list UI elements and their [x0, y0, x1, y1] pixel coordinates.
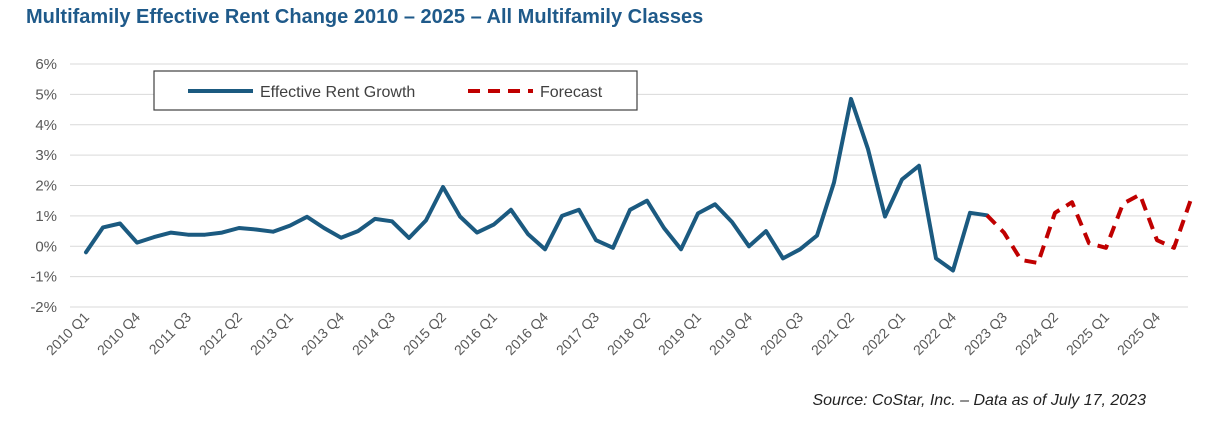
y-tick-label: 2%	[35, 178, 57, 195]
y-tick-label: -1%	[30, 269, 57, 286]
x-tick-label: 2010 Q1	[43, 309, 92, 358]
x-tick-label: 2019 Q4	[706, 309, 755, 358]
x-tick-label: 2023 Q3	[961, 309, 1010, 358]
x-tick-label: 2011 Q3	[146, 309, 195, 358]
y-tick-label: 5%	[35, 86, 57, 103]
x-tick-label: 2010 Q4	[94, 309, 143, 358]
y-tick-label: 0%	[35, 238, 57, 255]
y-tick-label: 3%	[35, 147, 57, 164]
series-line-forecast	[985, 192, 1193, 265]
x-tick-label: 2016 Q1	[451, 309, 500, 358]
x-tick-label: 2015 Q2	[400, 309, 449, 358]
x-tick-label: 2018 Q2	[604, 309, 653, 358]
x-axis-ticks: 2010 Q1 2010 Q4 2011 Q3 2012 Q2 2013 Q1 2013 …	[43, 309, 1163, 358]
x-tick-label: 2022 Q1	[859, 309, 908, 358]
x-tick-label: 2025 Q4	[1114, 309, 1163, 358]
x-tick-label: 2017 Q3	[553, 309, 602, 358]
series-lines	[84, 96, 1193, 273]
legend-label-effective-rent-growth: Effective Rent Growth	[260, 84, 415, 101]
x-tick-label: 2022 Q4	[910, 309, 959, 358]
legend: Effective Rent Growth Forecast	[153, 70, 638, 111]
x-tick-label: 2016 Q4	[502, 309, 551, 358]
x-tick-label: 2013 Q1	[247, 309, 296, 358]
y-tick-label: 6%	[35, 56, 57, 73]
legend-label-forecast: Forecast	[540, 84, 603, 101]
x-tick-label: 2019 Q1	[655, 309, 704, 358]
y-tick-label: 4%	[35, 117, 57, 134]
y-tick-label: -2%	[30, 299, 57, 316]
x-tick-label: 2025 Q1	[1063, 309, 1112, 358]
series-line-effective-rent-growth	[84, 96, 989, 273]
x-tick-label: 2012 Q2	[196, 309, 245, 358]
source-note: Source: CoStar, Inc. – Data as of July 1…	[812, 392, 1146, 409]
y-axis-ticks: 6% 5% 4% 3% 2% 1% 0% -1% -2%	[30, 56, 57, 316]
x-tick-label: 2024 Q2	[1012, 309, 1061, 358]
x-tick-label: 2020 Q3	[757, 309, 806, 358]
y-tick-label: 1%	[35, 208, 57, 225]
x-tick-label: 2021 Q2	[808, 309, 857, 358]
x-tick-label: 2014 Q3	[349, 309, 398, 358]
x-tick-label: 2013 Q4	[298, 309, 347, 358]
chart-title: Multifamily Effective Rent Change 2010 –…	[26, 6, 704, 28]
